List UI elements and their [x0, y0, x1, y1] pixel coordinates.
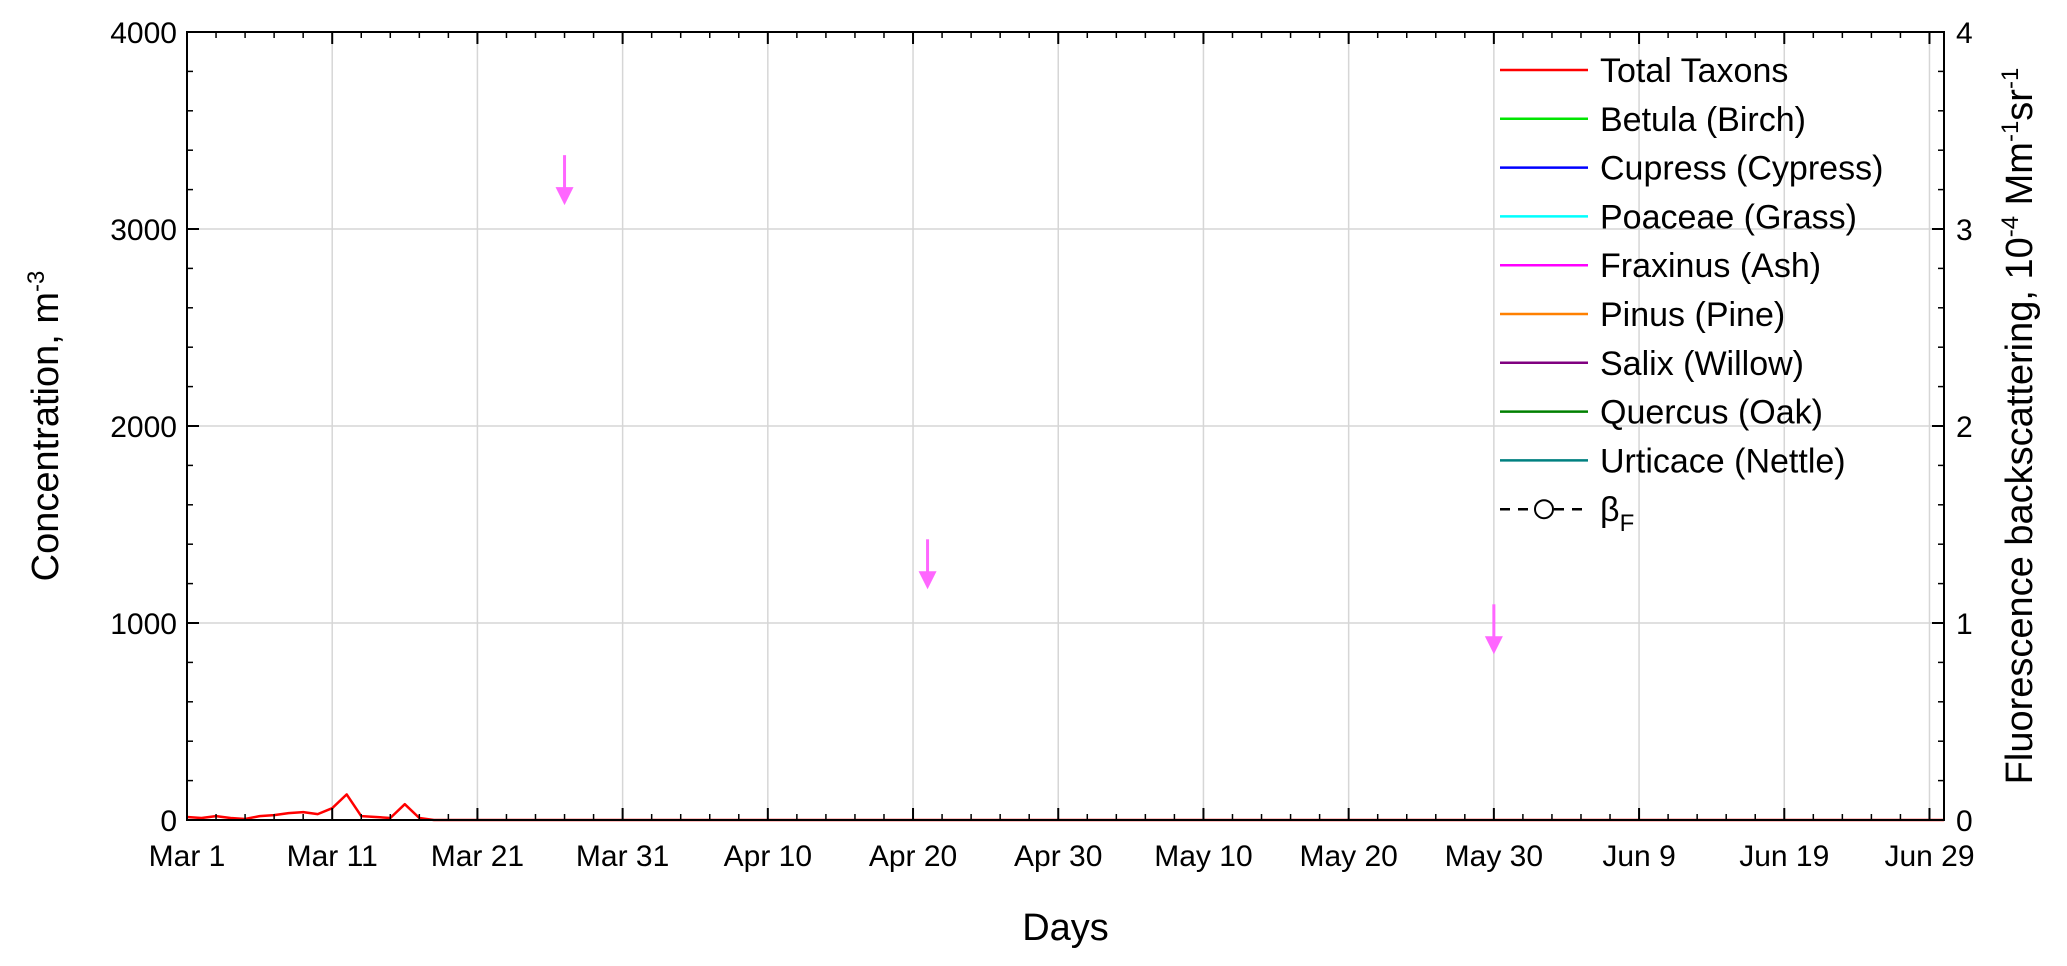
series-layer: [186, 793, 1944, 822]
x-tick-label: Apr 30: [1014, 840, 1102, 873]
x-tick-label: Mar 11: [287, 840, 378, 873]
y-left-tick-label: 2000: [110, 411, 177, 444]
ticks: Mar 1 Mar 11 Mar 21 Mar 31 Apr 10 Apr 20 Apr 3…: [110, 17, 1974, 873]
legend-label: Pinus (Pine): [1600, 296, 1785, 334]
y-left-tick-label: 1000: [110, 608, 177, 641]
legend-label: Quercus (Oak): [1600, 394, 1823, 432]
x-tick-label: Mar 1: [149, 840, 226, 873]
y-right-mid2: sr: [1999, 89, 2041, 121]
legend-label: βF: [1600, 491, 1634, 537]
legend-marker: [1534, 499, 1554, 520]
x-tick-label: May 30: [1445, 840, 1543, 873]
y-axis-title-left: Concentration, m-3: [23, 271, 67, 582]
legend-label: Poaceae (Grass): [1600, 198, 1857, 236]
legend-label: Betula (Birch): [1600, 101, 1806, 139]
x-tick-label: Jun 9: [1602, 840, 1675, 873]
y-left-tick-label: 4000: [110, 17, 177, 50]
x-tick-label: Jun 29: [1884, 840, 1974, 873]
annotation-arrow-head: [1484, 636, 1503, 655]
x-tick-label: Apr 10: [724, 840, 812, 873]
y-right-main: Fluorescence backscattering, 10: [1999, 237, 2041, 784]
x-tick-label: Mar 31: [576, 840, 669, 873]
legend: Total Taxons Betula (Birch) Cupress (Cypre…: [1500, 52, 1883, 537]
y-right-sup1: -4: [1997, 216, 2024, 237]
legend-label: Urticace (Nettle): [1600, 442, 1846, 480]
x-tick-label: Jun 19: [1739, 840, 1829, 873]
y-right-tick-label: 1: [1956, 608, 1973, 641]
x-tick-label: May 20: [1299, 840, 1397, 873]
y-right-tick-label: 3: [1956, 214, 1973, 247]
y-right-sup3: -1: [1997, 68, 2024, 89]
x-tick-label: Apr 20: [869, 840, 957, 873]
legend-label: Cupress (Cypress): [1600, 150, 1883, 188]
annotations-layer: [555, 155, 1503, 655]
y-left-sup: -3: [23, 271, 50, 292]
annotation-arrow-head: [555, 187, 574, 206]
y-right-sup2: -1: [1997, 121, 2024, 142]
y-left-tick-label: 0: [160, 805, 177, 838]
annotation-arrow-head: [918, 571, 937, 590]
legend-label: Total Taxons: [1600, 52, 1788, 90]
legend-label: Fraxinus (Ash): [1600, 247, 1821, 285]
y-left-tick-label: 3000: [110, 214, 177, 247]
x-axis-title: Days: [1022, 907, 1109, 949]
y-left-main: Concentration, m: [25, 292, 67, 581]
x-tick-label: May 10: [1154, 840, 1252, 873]
y-axis-title-right: Fluorescence backscattering, 10-4 Mm-1sr…: [1997, 68, 2041, 785]
y-right-tick-label: 0: [1956, 805, 1973, 838]
y-right-mid: Mm: [1999, 142, 2041, 216]
y-right-tick-label: 2: [1956, 411, 1973, 444]
legend-label: Salix (Willow): [1600, 345, 1804, 383]
y-right-tick-label: 4: [1956, 17, 1973, 50]
series-line: [186, 793, 1944, 822]
x-tick-label: Mar 21: [431, 840, 524, 873]
